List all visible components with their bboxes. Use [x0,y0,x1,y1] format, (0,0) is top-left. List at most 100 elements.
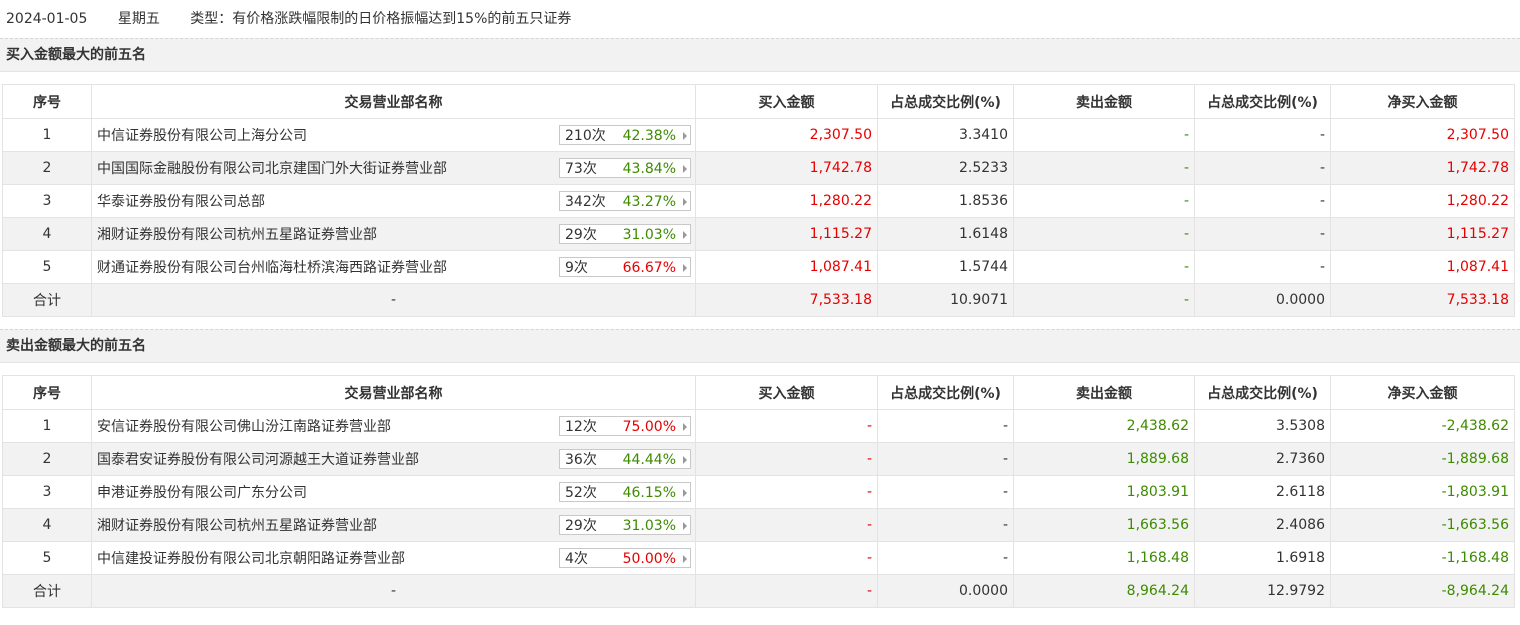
broker-name[interactable]: 华泰证券股份有限公司总部 [97,194,265,210]
broker-stats-button[interactable]: 12次 75.00% [559,416,691,436]
row-seq: 3 [2,184,92,218]
row-seq: 4 [2,508,92,542]
success-rate: 44.44% [622,452,676,468]
caret-right-icon [683,264,687,272]
trade-count: 29次 [565,518,597,534]
col-name: 交易营业部名称 [91,84,696,119]
success-rate: 46.15% [622,485,676,501]
buy-amount: - [695,442,878,476]
caret-right-icon [683,555,687,563]
broker-name[interactable]: 湘财证券股份有限公司杭州五星路证券营业部 [97,227,377,243]
buy-amount: 1,742.78 [695,151,878,185]
success-rate: 43.84% [622,161,676,177]
buy-ratio: - [877,409,1014,443]
broker-name[interactable]: 安信证券股份有限公司佛山汾江南路证券营业部 [97,419,391,435]
broker-cell: 国泰君安证券股份有限公司河源越王大道证券营业部 36次 44.44% [91,442,696,476]
col-buy-pct: 占总成交比例(%) [877,84,1014,119]
total-sell-ratio: 0.0000 [1194,283,1331,317]
sell-ratio: - [1194,184,1331,218]
sell-ratio: 2.6118 [1194,475,1331,509]
buy-ratio: - [877,508,1014,542]
broker-stats-button[interactable]: 73次 43.84% [559,158,691,178]
buy-ratio: - [877,475,1014,509]
broker-name[interactable]: 中国国际金融股份有限公司北京建国门外大街证券营业部 [97,161,447,177]
sell-amount: - [1013,217,1195,251]
broker-name[interactable]: 中信建投证券股份有限公司北京朝阳路证券营业部 [97,551,405,567]
buy-amount: 1,280.22 [695,184,878,218]
sell-ratio: 3.5308 [1194,409,1331,443]
success-rate: 75.00% [622,419,676,435]
buy-amount: - [695,541,878,575]
broker-name[interactable]: 中信证券股份有限公司上海分公司 [97,128,307,144]
broker-name[interactable]: 申港证券股份有限公司广东分公司 [97,485,307,501]
row-seq: 2 [2,442,92,476]
total-net-amount: 7,533.18 [1330,283,1515,317]
net-amount: 1,087.41 [1330,250,1515,284]
total-sell-ratio: 12.9792 [1194,574,1331,608]
broker-stats-button[interactable]: 342次 43.27% [559,191,691,211]
buy-section-title: 买入金额最大的前五名 [0,38,1520,72]
broker-stats-button[interactable]: 9次 66.67% [559,257,691,277]
broker-stats-button[interactable]: 4次 50.00% [559,548,691,568]
broker-stats-button[interactable]: 29次 31.03% [559,224,691,244]
broker-stats-button[interactable]: 36次 44.44% [559,449,691,469]
buy-amount: - [695,508,878,542]
sell-amount: 1,168.48 [1013,541,1195,575]
total-sell-amount: 8,964.24 [1013,574,1195,608]
trade-count: 342次 [565,194,606,210]
top-info-bar: 2024-01-05 星期五 类型：有价格涨跌幅限制的日价格振幅达到15%的前五… [0,0,1520,38]
total-label: 合计 [2,283,92,317]
broker-name[interactable]: 湘财证券股份有限公司杭州五星路证券营业部 [97,518,377,534]
buy-ratio: - [877,442,1014,476]
table-row: 2 国泰君安证券股份有限公司河源越王大道证券营业部 36次 44.44% - -1,889… [2,442,1515,476]
table-row: 2 中国国际金融股份有限公司北京建国门外大街证券营业部 73次 43.84% 1,742… [2,151,1515,185]
buy-amount: - [695,475,878,509]
trade-count: 73次 [565,161,597,177]
buy-ratio: 1.8536 [877,184,1014,218]
success-rate: 50.00% [622,551,676,567]
broker-name[interactable]: 国泰君安证券股份有限公司河源越王大道证券营业部 [97,452,419,468]
caret-right-icon [683,423,687,431]
net-amount: 2,307.50 [1330,118,1515,152]
table-header-row: 序号 交易营业部名称 买入金额 占总成交比例(%) 卖出金额 占总成交比例(%)… [2,375,1515,410]
list-type: 类型：有价格涨跌幅限制的日价格振幅达到15%的前五只证券 [190,11,572,27]
net-amount: 1,280.22 [1330,184,1515,218]
buy-amount: 2,307.50 [695,118,878,152]
sell-ratio: - [1194,118,1331,152]
broker-cell: 湘财证券股份有限公司杭州五星路证券营业部 29次 31.03% [91,508,696,542]
broker-stats-button[interactable]: 210次 42.38% [559,125,691,145]
table-row: 4 湘财证券股份有限公司杭州五星路证券营业部 29次 31.03% 1,115.27 1.… [2,217,1515,251]
net-amount: -1,803.91 [1330,475,1515,509]
buy-top5-table: 序号 交易营业部名称 买入金额 占总成交比例(%) 卖出金额 占总成交比例(%)… [2,84,1515,317]
row-seq: 5 [2,250,92,284]
table-header-row: 序号 交易营业部名称 买入金额 占总成交比例(%) 卖出金额 占总成交比例(%)… [2,84,1515,119]
total-label: 合计 [2,574,92,608]
table-row: 5 财通证券股份有限公司台州临海杜桥滨海西路证券营业部 9次 66.67% 1,087.… [2,250,1515,284]
total-row: 合计 - -0.0000 8,964.24 12.9792 -8,964.24 [2,574,1515,608]
table-row: 1 中信证券股份有限公司上海分公司 210次 42.38% 2,307.50 3.3410… [2,118,1515,152]
total-buy-amount: 7,533.18 [695,283,878,317]
broker-stats-button[interactable]: 29次 31.03% [559,515,691,535]
net-amount: 1,115.27 [1330,217,1515,251]
sell-amount: - [1013,250,1195,284]
success-rate: 43.27% [622,194,676,210]
trade-count: 29次 [565,227,597,243]
net-amount: -1,663.56 [1330,508,1515,542]
row-seq: 2 [2,151,92,185]
trade-weekday: 星期五 [117,11,160,27]
total-name: - [91,283,696,317]
sell-ratio: - [1194,217,1331,251]
broker-name[interactable]: 财通证券股份有限公司台州临海杜桥滨海西路证券营业部 [97,260,447,276]
success-rate: 42.38% [622,128,676,144]
table-row: 3 申港证券股份有限公司广东分公司 52次 46.15% - -1,803.91 2.611… [2,475,1515,509]
sell-ratio: 2.4086 [1194,508,1331,542]
broker-stats-button[interactable]: 52次 46.15% [559,482,691,502]
table-row: 1 安信证券股份有限公司佛山汾江南路证券营业部 12次 75.00% - -2,438.6… [2,409,1515,443]
net-amount: -1,168.48 [1330,541,1515,575]
col-seq: 序号 [2,84,92,119]
total-buy-ratio: 0.0000 [877,574,1014,608]
sell-section-title: 卖出金额最大的前五名 [0,329,1520,363]
total-row: 合计 -7,533.18 10.9071-0.0000 7,533.18 [2,283,1515,317]
total-buy-ratio: 10.9071 [877,283,1014,317]
caret-right-icon [683,165,687,173]
